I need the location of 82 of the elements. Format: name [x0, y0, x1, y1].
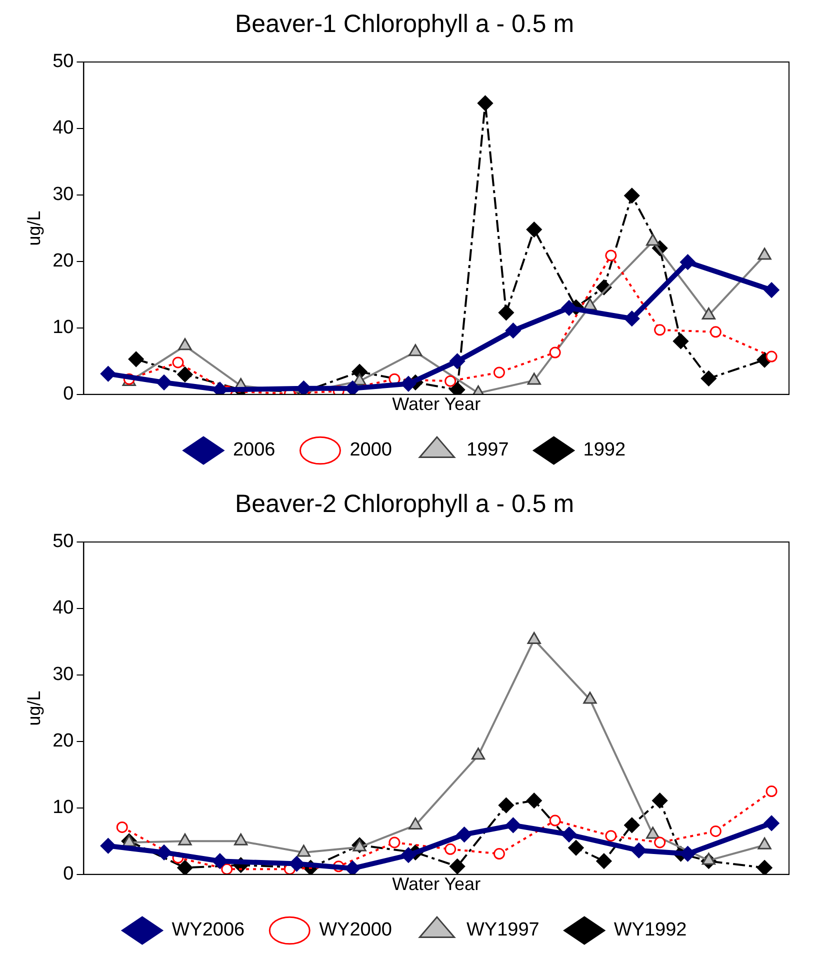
point [654, 324, 666, 336]
point [400, 376, 416, 392]
point [172, 356, 184, 368]
point [221, 863, 233, 874]
chart-title: Beaver-2 Chlorophyll a - 0.5 m [234, 490, 574, 518]
point [477, 95, 493, 111]
point [505, 817, 521, 833]
legend-label: 1997 [466, 440, 509, 461]
point [568, 840, 584, 856]
point [128, 351, 144, 367]
point [549, 346, 561, 358]
point [710, 825, 722, 837]
legend-label: 2006 [232, 440, 276, 461]
point [444, 843, 456, 855]
point [212, 853, 228, 869]
legend-label: 2000 [350, 440, 392, 461]
point [526, 222, 542, 238]
point [156, 374, 172, 390]
point [700, 370, 716, 386]
point [624, 817, 640, 833]
point [673, 333, 689, 349]
point [498, 798, 514, 814]
point [344, 860, 360, 874]
point [680, 254, 696, 270]
x-axis-title: Water Year [392, 874, 481, 894]
point [388, 836, 400, 848]
point [652, 792, 668, 808]
y-tick-label: 10 [52, 797, 74, 818]
y-tick-label: 20 [52, 250, 74, 272]
point [764, 282, 780, 298]
y-axis-title: ug/L [24, 210, 44, 246]
point [756, 860, 772, 874]
y-tick-label: 30 [52, 664, 74, 686]
point [100, 838, 116, 854]
y-tick-label: 0 [63, 864, 74, 885]
y-tick-label: 50 [52, 531, 74, 552]
y-tick-label: 20 [52, 730, 74, 752]
point [526, 792, 542, 808]
legend-label: WY1997 [466, 920, 540, 941]
point [624, 188, 640, 204]
point [177, 366, 193, 382]
y-tick-label: 30 [52, 184, 74, 206]
point [549, 814, 561, 826]
point [177, 860, 193, 874]
point [605, 830, 617, 842]
point [493, 366, 505, 378]
point [344, 380, 360, 394]
chart-title: Beaver-1 Chlorophyll a - 0.5 m [234, 10, 574, 38]
point [561, 826, 577, 842]
point [596, 853, 612, 869]
y-tick-label: 40 [52, 598, 74, 619]
point [456, 826, 472, 842]
point [654, 836, 666, 848]
legend-label: WY2000 [319, 920, 392, 941]
y-axis-title: ug/L [24, 690, 44, 726]
point [764, 815, 780, 831]
point [766, 786, 778, 798]
y-tick-label: 40 [52, 118, 74, 139]
y-tick-label: 0 [63, 384, 74, 405]
point [444, 375, 456, 387]
point [624, 310, 640, 326]
point [766, 350, 778, 362]
y-tick-label: 50 [52, 51, 74, 72]
x-axis-title: Water Year [392, 394, 481, 414]
point [156, 844, 172, 860]
point [561, 300, 577, 316]
point [631, 842, 647, 858]
point [680, 846, 696, 862]
point [400, 847, 416, 863]
point [605, 250, 617, 262]
point [498, 304, 514, 320]
point [493, 848, 505, 860]
legend-label: WY2006 [172, 920, 245, 941]
legend-label: WY1992 [614, 920, 687, 941]
point [505, 322, 521, 338]
point [710, 326, 722, 338]
point [450, 858, 466, 874]
point [100, 366, 116, 382]
point [116, 821, 128, 833]
legend-label: 1992 [583, 440, 626, 461]
y-tick-label: 10 [52, 317, 74, 338]
point [450, 353, 466, 369]
